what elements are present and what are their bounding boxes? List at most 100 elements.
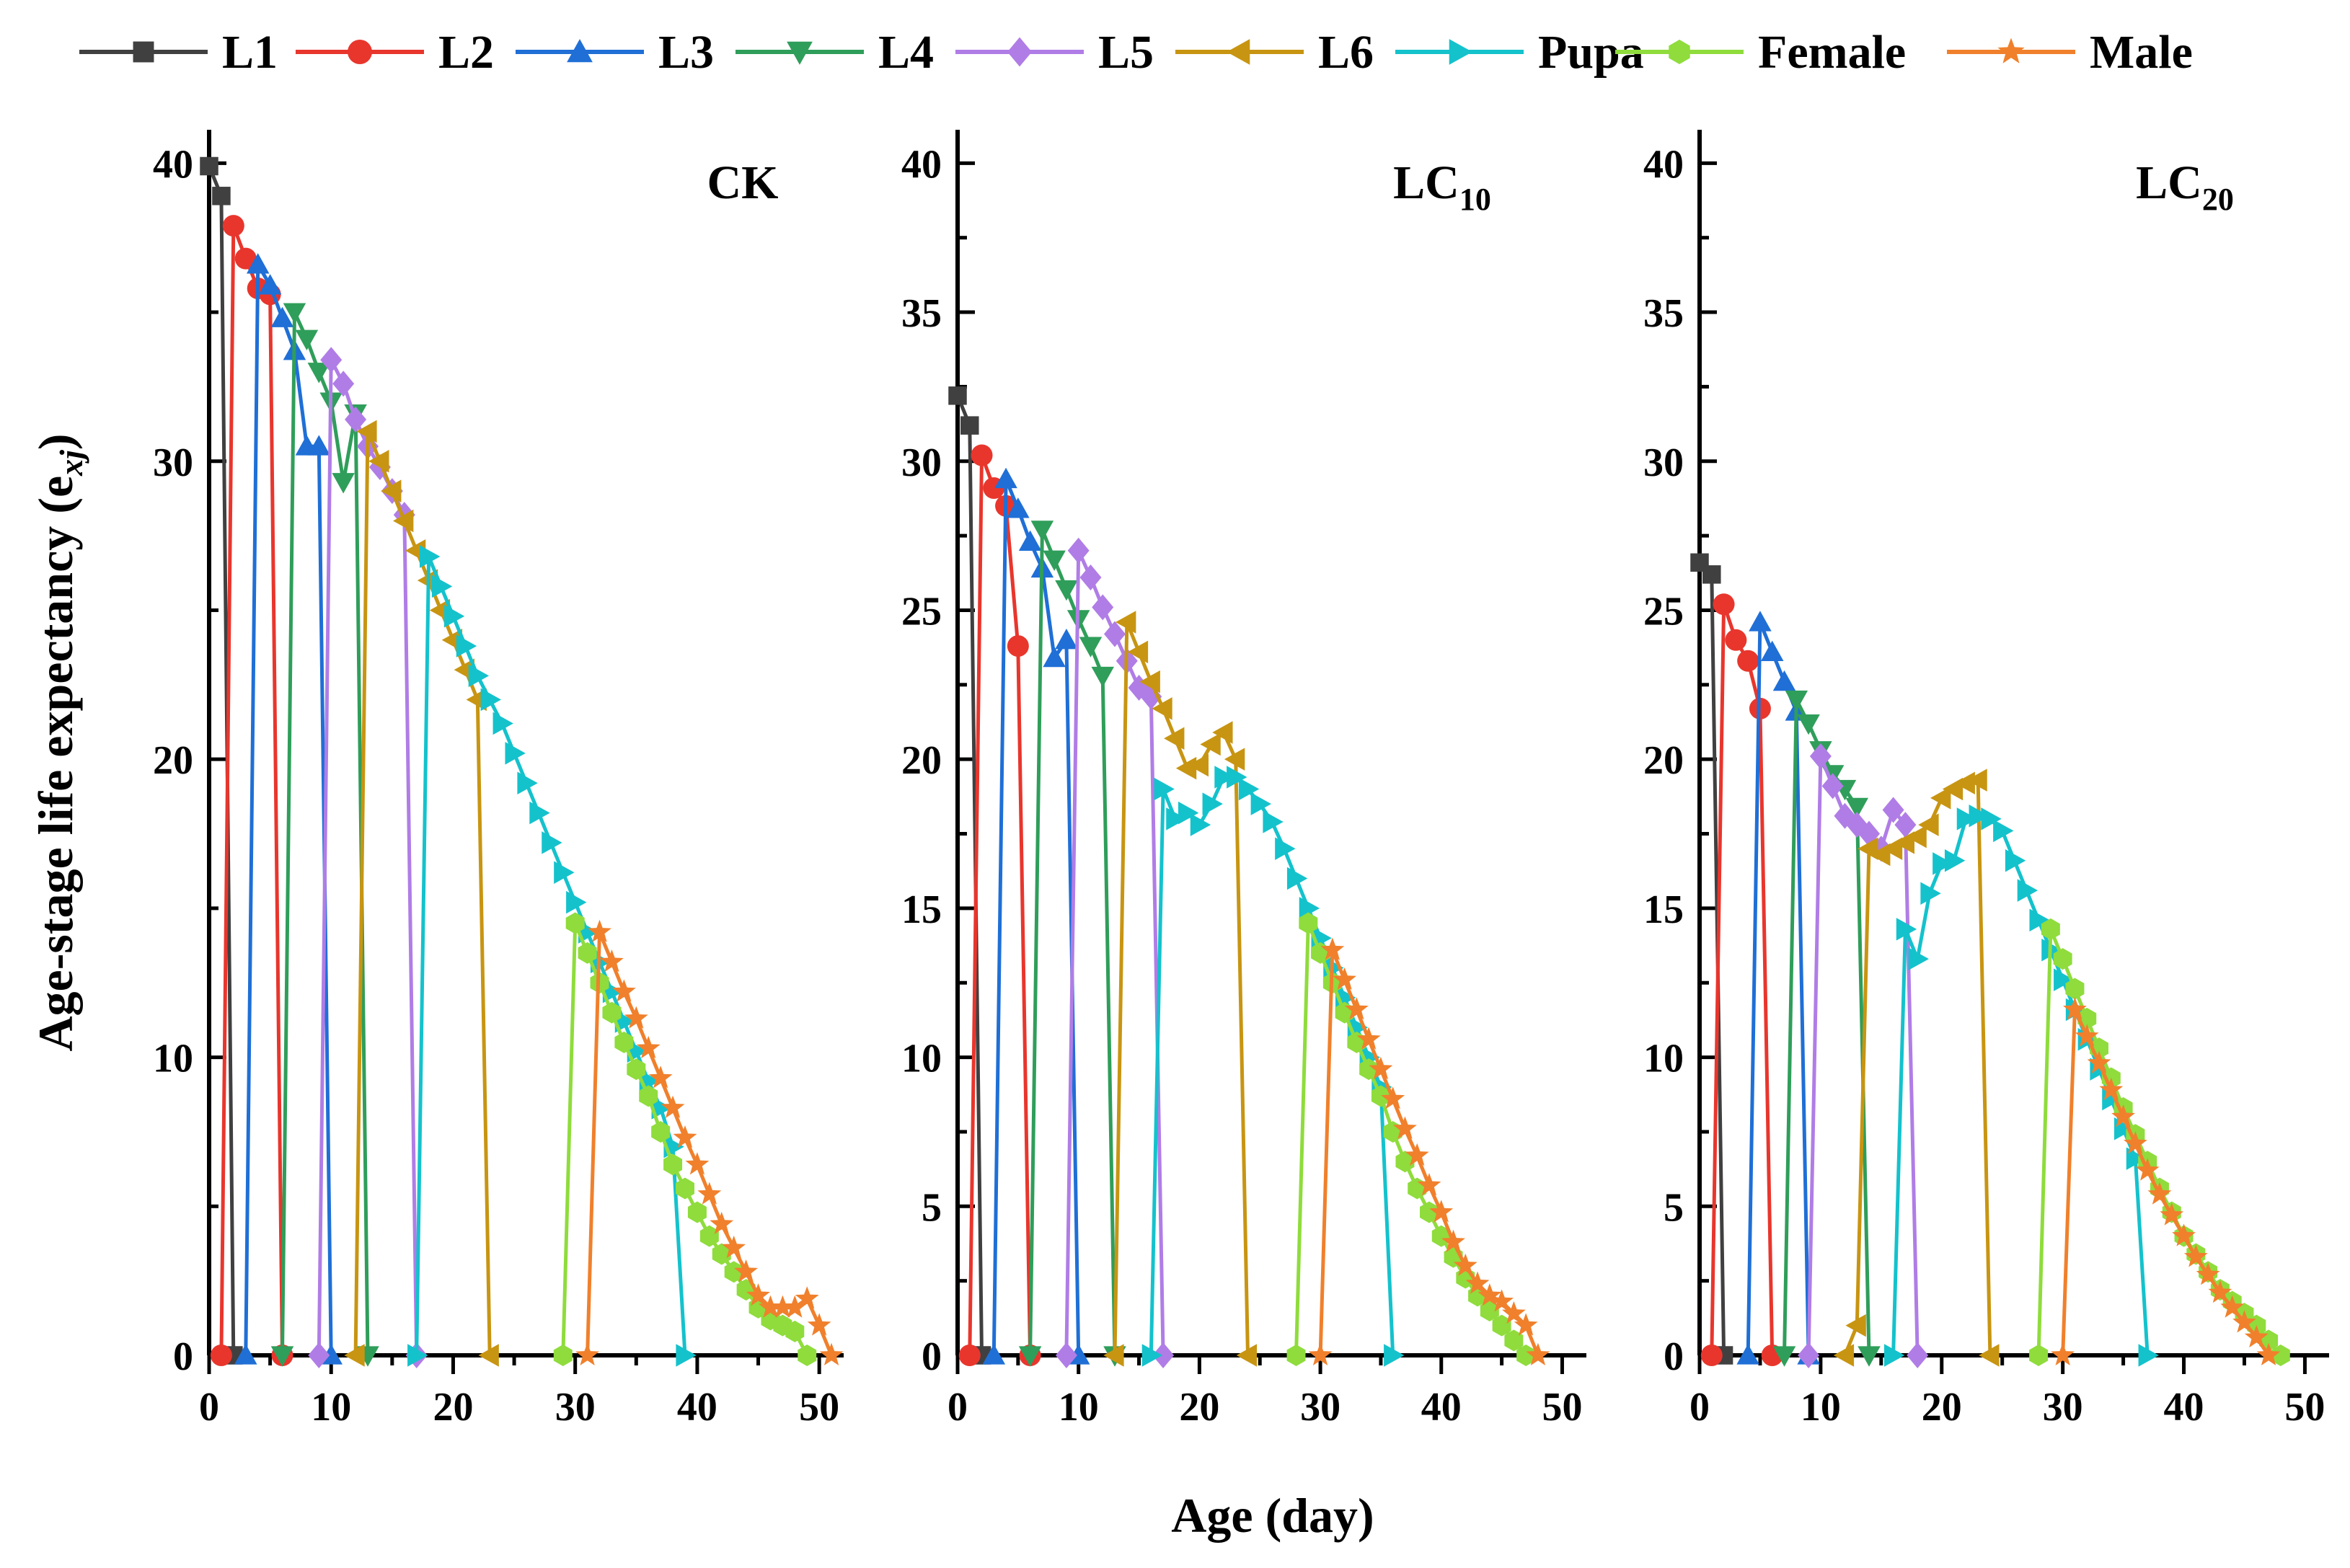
y-tick-label: 40: [901, 142, 942, 187]
data-point-pupa: [468, 664, 490, 688]
y-tick-label: 20: [153, 738, 193, 783]
y-axis-title: Age-stage life expectancy (exj): [28, 433, 89, 1051]
data-point-l1: [960, 416, 979, 435]
data-point-female: [651, 1120, 671, 1143]
legend-marker-pupa: [1449, 39, 1472, 65]
data-point-male: [661, 1095, 685, 1118]
data-point-pupa: [566, 890, 587, 914]
data-point-male: [1356, 1027, 1381, 1050]
data-point-female: [614, 1031, 634, 1053]
data-point-l6: [1845, 1314, 1866, 1337]
series-l3: [982, 467, 1090, 1365]
data-point-male: [1501, 1301, 1526, 1324]
data-point-male: [588, 919, 611, 942]
series-line-l3: [1746, 620, 1811, 1356]
data-point-pupa: [651, 1097, 672, 1120]
data-point-female: [1516, 1345, 1536, 1366]
data-point-l6: [393, 509, 414, 533]
x-tick-label: 40: [677, 1385, 717, 1430]
data-point-male: [2147, 1182, 2172, 1205]
data-point-male: [2087, 1050, 2111, 1073]
data-point-male: [1441, 1229, 1465, 1252]
data-point-l4: [1043, 550, 1066, 571]
data-point-female: [2271, 1345, 2290, 1366]
data-point-male: [1453, 1253, 1477, 1276]
data-point-male: [1477, 1283, 1502, 1306]
y-tick-label: 20: [1643, 738, 1684, 783]
data-point-pupa: [1263, 810, 1284, 833]
series-line-l1: [1698, 561, 1726, 1356]
data-point-male: [2256, 1342, 2281, 1365]
y-tick-label: 30: [153, 440, 193, 485]
series-male: [575, 919, 844, 1365]
data-point-male: [2135, 1158, 2160, 1181]
data-point-l4: [1055, 580, 1078, 601]
x-tick-label: 20: [1922, 1385, 1962, 1430]
legend-label-l4: L4: [878, 26, 934, 79]
y-tick-label: 0: [1664, 1334, 1684, 1379]
data-point-pupa: [2029, 908, 2050, 932]
data-point-female: [627, 1058, 646, 1081]
legend-entry-l4: L4: [736, 26, 934, 79]
legend-label-female: Female: [1758, 26, 1906, 79]
data-point-l3: [258, 274, 282, 295]
data-point-l3: [1736, 1344, 1759, 1365]
data-point-l6: [381, 479, 402, 502]
data-point-l2: [1007, 635, 1029, 657]
data-point-l6: [478, 1344, 499, 1367]
data-point-pupa: [480, 688, 501, 712]
data-point-pupa: [1250, 792, 1271, 815]
legend-entry-pupa: Pupa: [1395, 26, 1644, 79]
data-point-l6: [1954, 771, 1975, 794]
data-point-l2: [234, 247, 257, 270]
data-point-pupa: [456, 634, 477, 657]
data-point-pupa: [1286, 867, 1308, 890]
data-point-male: [1465, 1271, 1490, 1294]
data-point-l6: [1918, 813, 1939, 836]
data-point-pupa: [529, 801, 550, 825]
data-point-male: [1344, 997, 1369, 1020]
data-point-l3: [307, 435, 331, 456]
x-tick-label: 30: [555, 1385, 596, 1430]
data-point-pupa: [542, 831, 562, 854]
data-point-l1: [948, 386, 967, 405]
x-tick-label: 50: [1542, 1385, 1582, 1430]
y-tick-label: 20: [901, 738, 942, 783]
series-line-l1: [955, 394, 984, 1356]
data-point-male: [611, 979, 636, 1002]
y-tick-label: 5: [1664, 1185, 1684, 1230]
data-point-male: [1417, 1173, 1441, 1196]
y-tick-label: 30: [901, 440, 942, 485]
x-tick-label: 10: [1801, 1385, 1841, 1430]
data-point-male: [2160, 1202, 2184, 1226]
data-point-l3: [1018, 530, 1042, 551]
series-l2: [1700, 593, 1783, 1366]
data-point-l4: [307, 363, 331, 384]
data-point-l6: [1212, 721, 1233, 744]
data-point-male: [1308, 1342, 1333, 1365]
data-point-l6: [368, 450, 389, 473]
data-point-male: [1381, 1086, 1405, 1109]
data-point-female: [1359, 1058, 1379, 1081]
series-male: [2051, 997, 2281, 1365]
data-point-l5: [1055, 1342, 1077, 1368]
data-point-l5: [308, 1342, 330, 1368]
data-point-pupa: [420, 545, 441, 568]
y-tick-label: 35: [901, 291, 942, 336]
data-point-l4: [1018, 1346, 1042, 1367]
legend-entry-l6: L6: [1175, 26, 1374, 79]
data-point-female: [785, 1320, 805, 1342]
data-point-pupa: [431, 575, 453, 598]
data-point-male: [2075, 1024, 2099, 1047]
data-point-l6: [344, 1344, 365, 1367]
data-point-l4: [332, 473, 355, 494]
panel-title-main: LC: [2136, 156, 2202, 209]
data-point-l5: [1067, 537, 1090, 564]
data-point-l5: [1104, 621, 1126, 647]
data-point-pupa: [1932, 852, 1953, 875]
data-point-l3: [982, 1344, 1006, 1365]
data-point-male: [2051, 1342, 2075, 1365]
data-point-l3: [1772, 670, 1796, 691]
data-point-pupa: [1896, 918, 1917, 941]
